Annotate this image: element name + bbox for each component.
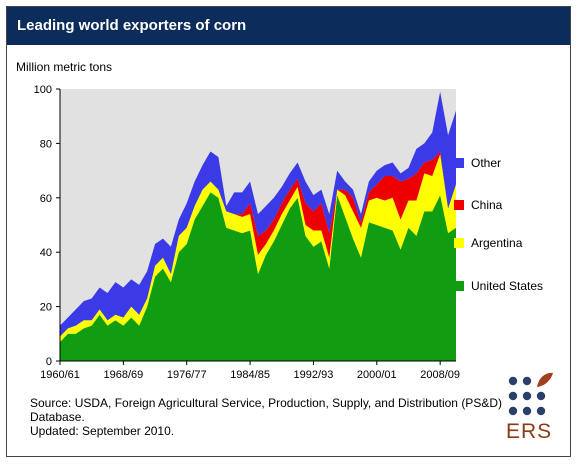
y-tick-label: 0	[46, 356, 52, 368]
legend-label-argentina: Argentina	[471, 236, 523, 250]
y-tick-label: 100	[34, 84, 52, 96]
x-tick-label: 1968/69	[103, 369, 143, 381]
updated-text: Updated: September 2010.	[30, 424, 175, 438]
legend-swatch-united-states	[454, 281, 464, 291]
ers-logo-text: ERS	[506, 420, 553, 443]
area-other	[60, 91, 456, 337]
x-tick-label: 1992/93	[294, 369, 334, 381]
legend-swatch-china	[454, 200, 464, 210]
x-tick-label: 1976/77	[167, 369, 207, 381]
ers-logo-icon	[508, 372, 553, 416]
x-tick-label: 2000/01	[357, 369, 397, 381]
y-axis-label: Million metric tons	[16, 60, 113, 74]
legend-label-united-states: United States	[471, 279, 543, 293]
y-tick-label: 80	[40, 138, 52, 150]
area-united-states	[60, 192, 456, 361]
source-note: Source: USDA, Foreign Agricultural Servi…	[30, 396, 510, 438]
legend-swatch-other	[454, 158, 464, 168]
x-tick-label: 1960/61	[40, 369, 80, 381]
legend-label-china: China	[471, 198, 503, 212]
legend-label-other: Other	[471, 156, 501, 170]
area-china	[60, 151, 456, 337]
source-text: Source: USDA, Foreign Agricultural Servi…	[30, 396, 502, 424]
chart-title: Leading world exporters of corn	[7, 7, 570, 45]
y-tick-label: 20	[40, 302, 52, 314]
y-tick-label: 60	[40, 193, 52, 205]
y-tick-label: 40	[40, 247, 52, 259]
x-tick-label: 1984/85	[230, 369, 270, 381]
x-tick-label: 2008/09	[420, 369, 460, 381]
legend-swatch-argentina	[454, 238, 464, 248]
